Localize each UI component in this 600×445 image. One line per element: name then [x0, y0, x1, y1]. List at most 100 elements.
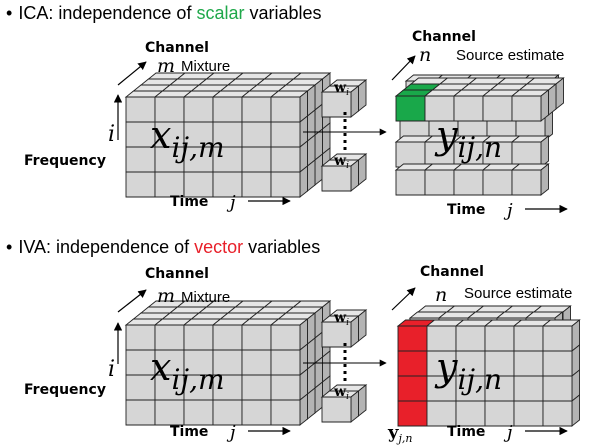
- iva-input-tensor: [124, 300, 332, 426]
- iva-y-symbol: yij,n: [434, 345, 502, 396]
- ica-channel-label: Channel: [145, 40, 209, 56]
- cube-front-cell: [397, 375, 428, 402]
- iva-frequency-var: i: [108, 357, 115, 382]
- cube-side-cell: [350, 390, 359, 423]
- cube-front-cell: [241, 171, 272, 198]
- ica-section: • ICA: independence of scalar variables C…: [6, 3, 568, 221]
- cube-front-cell: [270, 349, 301, 376]
- cube-front-cell: [511, 141, 542, 168]
- iva-out-time-label: Time: [447, 424, 485, 440]
- cube-side-cell: [540, 89, 549, 122]
- cube-front-cell: [395, 95, 426, 122]
- cube-side-cell: [548, 83, 557, 116]
- ica-source-label: Source estimate: [456, 47, 564, 64]
- ica-demix-filter-bottom: [320, 153, 368, 192]
- cube-front-cell: [513, 375, 544, 402]
- cube-front-cell: [212, 399, 243, 426]
- iva-time-label: Time: [170, 424, 208, 440]
- cube-front-cell: [453, 169, 484, 196]
- cube-front-cell: [397, 400, 428, 427]
- ica-out-time-var: j: [503, 200, 513, 221]
- iva-channel-label: Channel: [145, 266, 209, 282]
- cube-front-cell: [542, 325, 573, 352]
- iva-channel-arrow: [117, 289, 147, 313]
- cube-front-cell: [212, 171, 243, 198]
- cube-front-cell: [241, 374, 272, 401]
- cube-front-cell: [482, 169, 513, 196]
- iva-x-symbol: xij,m: [150, 345, 225, 396]
- cube-side-cell: [350, 85, 359, 118]
- cube-front-cell: [513, 350, 544, 377]
- ica-heading-prefix: ICA: independence of: [18, 3, 196, 23]
- cube-side-cell: [571, 394, 580, 427]
- iva-w-top-symbol: wi: [333, 310, 349, 328]
- ica-heading-suffix: variables: [244, 3, 321, 23]
- ica-heading: • ICA: independence of scalar variables: [6, 3, 322, 23]
- cube-front-cell: [241, 96, 272, 123]
- cube-side-cell: [314, 153, 323, 186]
- cube-front-cell: [542, 375, 573, 402]
- cube-front-cell: [542, 350, 573, 377]
- cube-side-cell: [358, 79, 367, 112]
- cube-side-cell: [307, 159, 316, 192]
- cube-side-cell: [350, 159, 359, 192]
- cube-front-cell: [321, 396, 352, 423]
- ica-out-channel-arrow: [391, 55, 416, 81]
- cube-front-cell: [424, 169, 455, 196]
- iva-output-tensor: [396, 305, 581, 427]
- iva-heading-suffix: variables: [243, 237, 320, 257]
- cube-front-cell: [270, 96, 301, 123]
- ica-mixture-var: m: [157, 55, 175, 77]
- iva-heading: • IVA: independence of vector variables: [6, 237, 320, 257]
- iva-source-label: Source estimate: [464, 285, 572, 302]
- cube-front-cell: [154, 399, 185, 426]
- cube-front-cell: [241, 324, 272, 351]
- cube-side-cell: [540, 163, 549, 196]
- cube-front-cell: [511, 95, 542, 122]
- ica-time-var: j: [226, 192, 236, 213]
- ica-w-bottom-symbol: wi: [333, 153, 349, 171]
- ica-y-symbol: yij,n: [434, 113, 502, 164]
- cube-front-cell: [270, 374, 301, 401]
- cube-side-cell: [358, 384, 367, 417]
- ica-output-tensor: [394, 74, 565, 196]
- cube-front-cell: [542, 400, 573, 427]
- ica-x-symbol: xij,m: [150, 113, 225, 164]
- cube-front-cell: [241, 146, 272, 173]
- cube-front-cell: [212, 96, 243, 123]
- cube-front-cell: [484, 325, 515, 352]
- cube-front-cell: [212, 324, 243, 351]
- ica-time-label: Time: [170, 194, 208, 210]
- cube-front-cell: [426, 400, 457, 427]
- cube-front-cell: [183, 96, 214, 123]
- iva-source-var: n: [435, 284, 447, 306]
- ica-heading-keyword: scalar: [196, 3, 244, 23]
- cube-front-cell: [395, 141, 426, 168]
- cube-front-cell: [270, 171, 301, 198]
- cube-front-cell: [321, 165, 352, 192]
- cube-side-cell: [299, 165, 308, 198]
- ica-out-channel-label: Channel: [412, 29, 476, 45]
- iva-demix-filter-top: [320, 309, 368, 348]
- iva-mixture-label: Mixture: [181, 289, 230, 306]
- cube-side-cell: [314, 381, 323, 414]
- iva-heading-keyword: vector: [194, 237, 243, 257]
- cube-front-cell: [513, 400, 544, 427]
- iva-section: • IVA: independence of vector variables C…: [6, 237, 581, 445]
- ica-out-time-label: Time: [447, 202, 485, 218]
- iva-mixture-var: m: [157, 285, 175, 307]
- cube-side-cell: [358, 153, 367, 186]
- cube-front-cell: [125, 171, 156, 198]
- cube-front-cell: [397, 325, 428, 352]
- cube-front-cell: [125, 399, 156, 426]
- cube-front-cell: [455, 400, 486, 427]
- cube-front-cell: [270, 324, 301, 351]
- iva-vector-symbol: yj,n: [387, 422, 412, 445]
- cube-side-cell: [299, 393, 308, 426]
- iva-out-channel-label: Channel: [420, 264, 484, 280]
- iva-demix-filter-bottom: [320, 384, 368, 423]
- ica-channel-arrow: [117, 61, 147, 86]
- iva-out-channel-arrow: [391, 287, 416, 311]
- ica-input-tensor: [124, 72, 332, 198]
